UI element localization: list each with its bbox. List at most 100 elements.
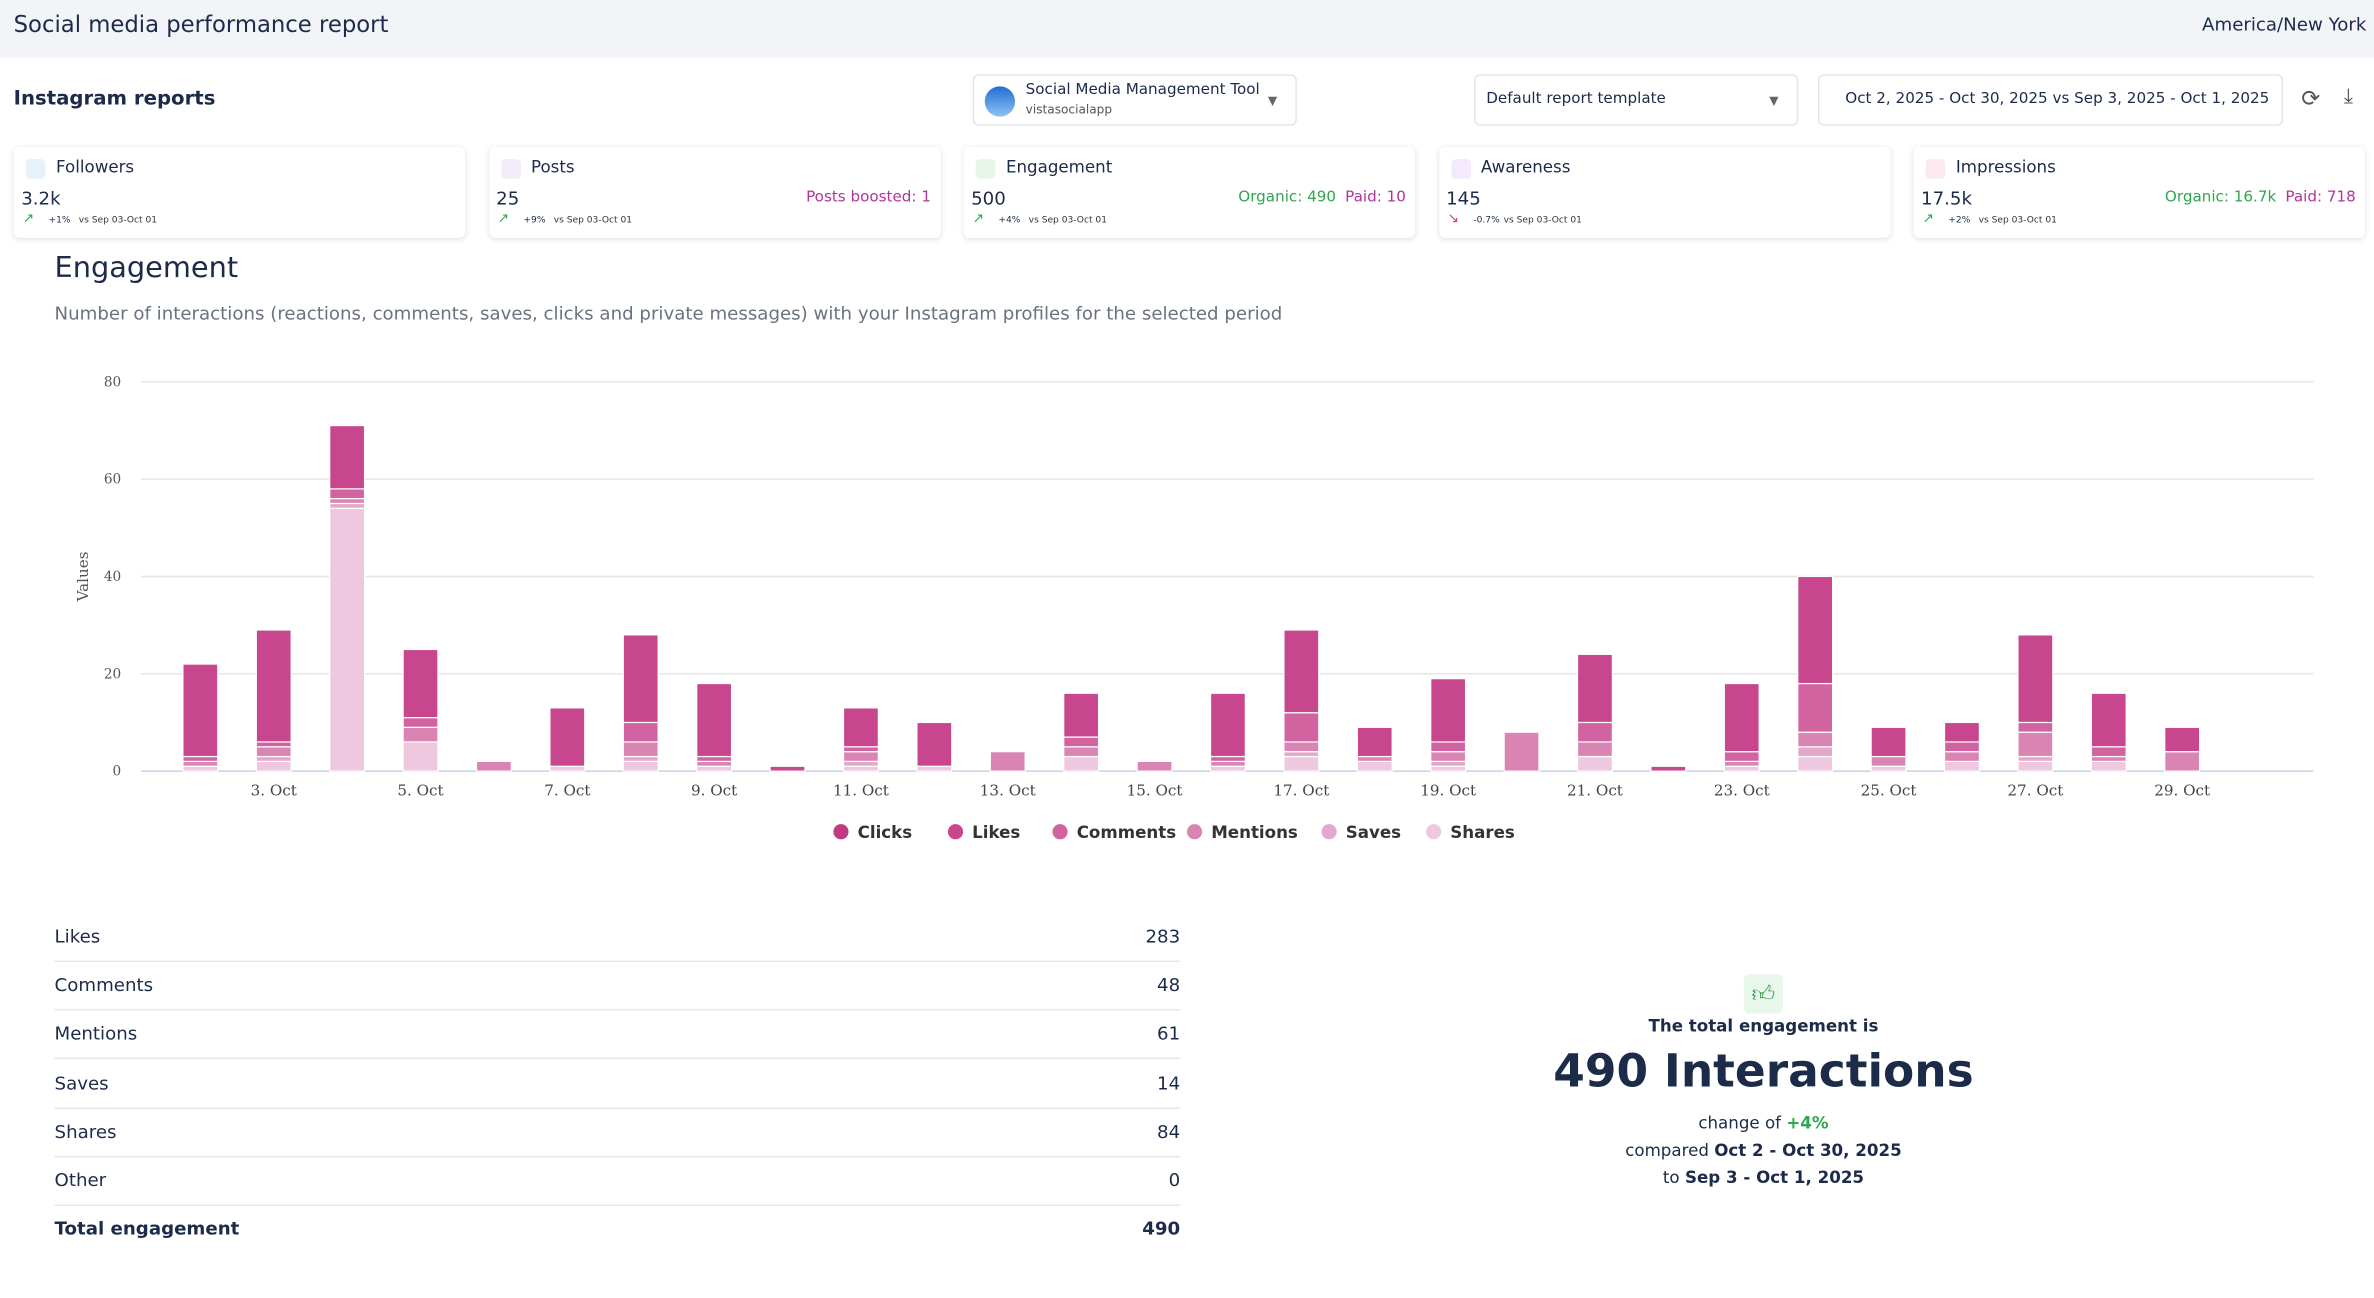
card-icon — [1450, 159, 1471, 179]
bar-segment — [2017, 634, 2054, 724]
x-tick-label: 13. Oct — [980, 781, 1036, 799]
header: Social media performance report America/… — [0, 0, 2374, 58]
trend-arrow: ↗ — [22, 212, 35, 228]
bar-segment — [989, 751, 1026, 772]
card-value: 3.2k — [21, 187, 61, 210]
legend-label[interactable]: Saves — [1346, 823, 1401, 842]
bar-segment — [182, 760, 219, 767]
bar-segment — [2090, 755, 2127, 763]
bar-segment — [1723, 682, 1760, 753]
bar-segment — [1063, 736, 1100, 748]
dropdown-arrow: ▼ — [1769, 93, 1779, 108]
legend-label[interactable]: Shares — [1450, 823, 1515, 842]
date-range[interactable]: Oct 2, 2025 - Oct 30, 2025 vs Sep 3, 202… — [1818, 74, 2284, 126]
bar-segment — [402, 726, 439, 743]
card-change: +4% — [998, 215, 1021, 226]
bar-segment — [696, 760, 733, 767]
y-tick-label: 60 — [104, 472, 121, 488]
y-tick-label: 0 — [113, 764, 122, 780]
x-tick-label: 25. Oct — [1861, 781, 1917, 799]
legend-label[interactable]: Likes — [972, 823, 1020, 842]
legend-label[interactable]: Mentions — [1211, 823, 1298, 842]
x-tick-label: 29. Oct — [2154, 781, 2210, 799]
row-label: Mentions — [54, 1023, 138, 1045]
change-label: change of — [1698, 1113, 1782, 1134]
y-tick-label: 20 — [104, 666, 121, 682]
bar-segment — [1209, 692, 1246, 758]
row-label: Comments — [54, 974, 154, 996]
organic: Organic: 16.7k — [2164, 189, 2277, 207]
bar-segment — [622, 721, 659, 743]
kpi-card: Followers 3.2k ↗ +1% vs Sep 03-Oct 01 — [13, 146, 466, 238]
paid: Paid: 10 — [1345, 189, 1406, 207]
row-value: 0 — [1168, 1169, 1181, 1191]
summary-period: compared Oct 2 - Oct 30, 2025 — [1460, 1141, 2066, 1161]
card-change: +9% — [523, 215, 546, 226]
bar-segment — [255, 741, 292, 748]
card-extra: Posts boosted: 1 — [806, 189, 931, 207]
card-compare: vs Sep 03-Oct 01 — [1028, 215, 1107, 226]
summary-change: change of +4% — [1460, 1114, 2066, 1134]
bar-segment — [549, 707, 586, 767]
trend-arrow: ↗ — [497, 212, 510, 228]
row-value: 283 — [1145, 925, 1181, 947]
card-split: Organic: 16.7k Paid: 718 — [2165, 189, 2356, 206]
y-axis-label: Values — [74, 552, 92, 603]
bar-segment — [255, 755, 292, 763]
table-row: Comments 48 — [54, 961, 1180, 1011]
legend-label[interactable]: Comments — [1077, 823, 1176, 842]
bar-segment — [329, 424, 366, 490]
summary-intro: The total engagement is — [1648, 1016, 1879, 1037]
legend-marker — [947, 824, 964, 840]
card-icon — [1925, 159, 1946, 179]
bar-segment — [402, 716, 439, 728]
bar-segment — [1430, 751, 1467, 763]
x-tick-label: 15. Oct — [1127, 781, 1183, 799]
template-name: Default report template — [1486, 90, 1666, 108]
bar-segment — [2090, 760, 2127, 772]
kpi-card: Awareness 145 ↘ -0.7% vs Sep 03-Oct 01 — [1438, 146, 1890, 238]
timezone[interactable]: America/New York — [2202, 13, 2367, 35]
template-select[interactable]: Default report template ▼ — [1474, 74, 1799, 126]
bar-segment — [549, 765, 586, 772]
bar-segment — [182, 663, 219, 758]
bar-segment — [2017, 755, 2054, 763]
x-tick-label: 3. Oct — [251, 781, 297, 799]
x-tick-label: 5. Oct — [397, 781, 443, 799]
bar-segment — [1063, 746, 1100, 758]
bar-segment — [769, 765, 806, 772]
chart: 0 20 40 60 80 Values 3. Oct 5. Oct 7. Oct 9. Oct 1… — [74, 374, 2314, 842]
bar-segment — [1356, 755, 1393, 763]
bar-segment — [2017, 721, 2054, 733]
card-compare: vs Sep 03-Oct 01 — [1503, 215, 1582, 226]
bar-segment — [1209, 765, 1246, 772]
row-label: Total engagement — [54, 1218, 240, 1240]
bar-segment — [1209, 755, 1246, 763]
refresh-button[interactable]: ⟳ — [2301, 84, 2321, 113]
profile-select[interactable]: Social Media Management Tool vistasocial… — [972, 74, 1297, 126]
card-change: +2% — [1948, 215, 1971, 226]
bar-segment — [2090, 746, 2127, 758]
bar-segment — [1063, 692, 1100, 738]
legend-label[interactable]: Clicks — [858, 823, 913, 842]
bar-segment — [2090, 692, 2127, 748]
x-tick-label: 23. Oct — [1714, 781, 1770, 799]
bar-segment — [255, 760, 292, 772]
card-value: 17.5k — [1921, 187, 1973, 210]
bar-segment — [1063, 755, 1100, 772]
legend-marker — [1052, 824, 1068, 840]
bar-segment — [622, 755, 659, 763]
thumb-icon: 👍︎ — [1743, 974, 1784, 1014]
row-value: 61 — [1157, 1023, 1181, 1045]
bar-segment — [622, 634, 659, 724]
bar-segment — [402, 741, 439, 772]
download-button[interactable]: ⤓ — [2343, 84, 2354, 110]
profile-avatar — [984, 86, 1016, 117]
y-tick-label: 80 — [104, 374, 121, 390]
profile-handle: vistasocialapp — [1025, 103, 1113, 117]
card-value: 145 — [1446, 187, 1481, 210]
bar-segment — [1430, 760, 1467, 767]
bar-segment — [1650, 765, 1687, 772]
y-tick-label: 40 — [104, 569, 121, 585]
